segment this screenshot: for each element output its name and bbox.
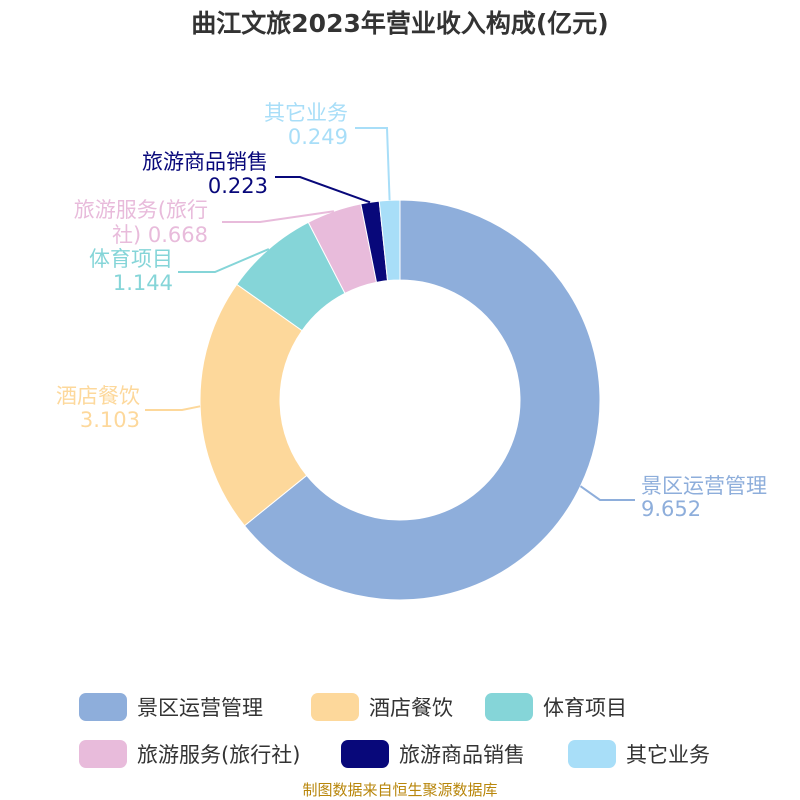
legend-swatch-other[interactable]: [568, 740, 616, 768]
label-name-sports: 体育项目: [89, 247, 173, 271]
label-name-tourist-goods: 旅游商品销售: [142, 150, 268, 174]
slices-group: [199, 199, 601, 601]
label-value-other: 0.249: [288, 125, 348, 149]
slice-other: [378, 199, 401, 282]
callout-line-travel-service: [222, 210, 335, 223]
legend-label-tourist-goods[interactable]: 旅游商品销售: [399, 743, 525, 767]
legend-label-hotel-catering[interactable]: 酒店餐饮: [369, 696, 453, 720]
label-name-scenic-operation: 景区运营管理: [641, 474, 767, 498]
legend-label-scenic-operation[interactable]: 景区运营管理: [137, 696, 263, 720]
label-value-sports: 1.144: [113, 271, 173, 295]
callout-line-sports: [178, 248, 270, 273]
label-value-scenic-operation: 9.652: [641, 497, 701, 521]
legend-label-sports[interactable]: 体育项目: [543, 696, 627, 720]
legend-swatch-tourist-goods[interactable]: [341, 740, 389, 768]
slice-scenic-operation: [243, 199, 601, 601]
legend-swatch-hotel-catering[interactable]: [311, 693, 359, 721]
source-note: 制图数据来自恒生聚源数据库: [302, 781, 497, 799]
callout-line-hotel-catering: [145, 405, 201, 411]
callout-line-tourist-goods: [275, 176, 371, 204]
legend-swatch-travel-service[interactable]: [79, 740, 127, 768]
legend-swatch-sports[interactable]: [485, 693, 533, 721]
label-value-tourist-goods: 0.223: [208, 174, 268, 198]
legend-swatch-scenic-operation[interactable]: [79, 693, 127, 721]
label-name-other: 其它业务: [264, 101, 348, 125]
label-value-travel-service: 社) 0.668: [112, 223, 208, 247]
legend-label-other[interactable]: 其它业务: [626, 743, 710, 767]
legend-label-travel-service[interactable]: 旅游服务(旅行社): [137, 743, 300, 767]
callout-line-scenic-operation: [579, 485, 635, 501]
label-name-hotel-catering: 酒店餐饮: [56, 384, 140, 408]
slice-hotel-catering: [199, 283, 308, 527]
chart-title: 曲江文旅2023年营业收入构成(亿元): [191, 9, 608, 38]
label-value-hotel-catering: 3.103: [80, 408, 140, 432]
callout-line-other: [355, 127, 391, 201]
label-name-travel-service: 旅游服务(旅行: [74, 198, 208, 222]
